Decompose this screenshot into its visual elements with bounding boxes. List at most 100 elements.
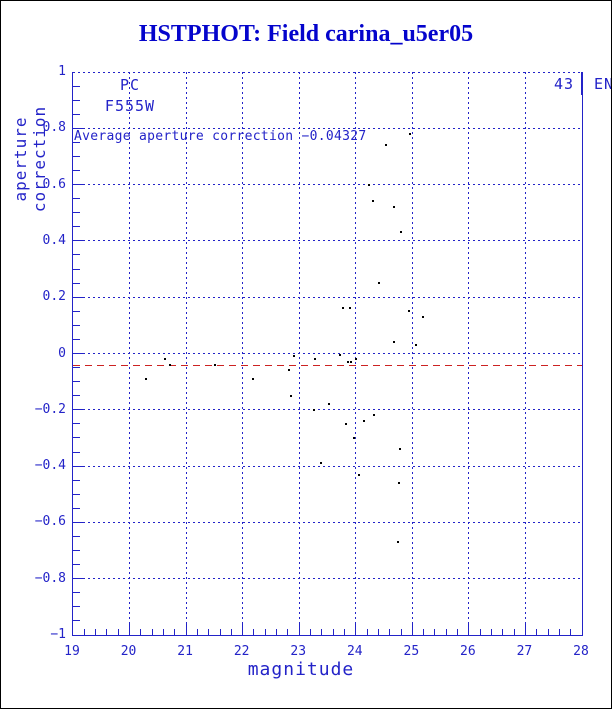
data-point [372,414,375,417]
x-minor-tick [332,629,334,635]
data-point [377,282,380,285]
x-minor-tick [174,629,176,635]
horizontal-gridline [73,353,582,354]
x-minor-tick [536,629,538,635]
x-minor-tick [253,629,255,635]
x-minor-tick [558,629,560,635]
data-point [288,369,291,372]
y-minor-tick [73,254,80,256]
x-minor-tick [162,629,164,635]
y-major-tick [73,127,84,129]
y-minor-tick [73,282,80,284]
y-minor-tick [73,99,80,101]
y-minor-tick [73,564,80,566]
x-tick-label: 25 [403,644,420,659]
y-minor-tick [73,338,80,340]
y-tick-label: −0.4 [34,458,66,474]
x-minor-tick [366,629,368,635]
data-point [392,206,395,209]
page-title: HSTPHOT: Field carina_u5er05 [138,21,474,47]
horizontal-gridline [73,465,582,467]
x-minor-tick [321,629,323,635]
data-point [414,344,417,347]
y-minor-tick [73,381,80,383]
y-major-tick [73,296,84,298]
data-point [312,408,315,411]
x-minor-tick [83,629,85,635]
y-tick-label: −1 [50,627,66,642]
x-major-tick [129,624,131,635]
data-point [350,360,353,363]
data-point [163,358,166,361]
data-point [362,420,365,423]
x-tick-label: 20 [120,644,137,659]
data-point [341,307,344,310]
y-minor-tick [73,592,80,594]
y-minor-tick [73,423,80,425]
x-tick-label: 19 [64,644,80,659]
y-minor-tick [73,155,80,157]
y-minor-tick [73,550,80,552]
data-point [319,462,322,465]
y-minor-tick [73,507,80,509]
y-tick-label: −0.2 [34,401,66,417]
y-major-tick [73,240,84,242]
filter-label: F555W [104,97,156,115]
y-minor-tick [73,620,80,622]
y-major-tick [73,465,84,467]
entries-label: ENTRIES [594,75,611,93]
entries-legend-box: ENTRIES 43 [554,72,611,95]
y-tick-label: −0.6 [34,514,66,530]
data-point [345,422,348,425]
y-major-tick [73,184,84,186]
data-point [328,403,331,406]
data-point [398,448,401,451]
plot-area: ENTRIES 43 PC F555W Average aperture cor… [72,72,611,636]
x-major-tick [468,624,470,635]
x-minor-tick [502,629,504,635]
x-major-tick [242,624,244,635]
data-point [290,394,293,397]
data-point [397,541,400,544]
data-point [338,353,341,356]
y-minor-tick [73,310,80,312]
detector-label: PC [119,76,141,94]
data-point [384,144,387,147]
x-minor-tick [140,629,142,635]
data-point [367,183,370,186]
y-major-tick [73,353,84,354]
average-annotation: Average aperture correction −0.04327 [74,129,367,144]
x-minor-tick [457,629,459,635]
x-tick-label: 26 [460,644,476,659]
x-minor-tick [423,629,425,635]
data-point [392,341,395,344]
data-point [409,132,412,135]
y-minor-tick [73,535,80,537]
x-minor-tick [106,629,108,635]
data-point [353,436,356,439]
y-minor-tick [73,324,80,326]
x-minor-tick [117,629,119,635]
y-major-tick [73,578,84,580]
x-tick-label: 27 [516,644,533,659]
data-point [144,377,147,380]
x-axis-title: magnitude [247,659,355,680]
y-minor-tick [73,451,80,453]
horizontal-gridline [73,240,582,242]
data-point [314,358,317,361]
horizontal-gridline [73,296,582,298]
x-minor-tick [264,629,266,635]
data-point [400,231,403,234]
data-point [422,315,425,318]
x-major-tick [298,624,300,635]
y-minor-tick [73,479,80,481]
y-tick-label: 1 [58,64,66,79]
horizontal-gridline [73,409,582,411]
x-minor-tick [196,629,198,635]
y-minor-tick [73,113,80,115]
y-tick-label: 0.6 [42,176,66,192]
x-minor-tick [377,629,379,635]
x-minor-tick [208,629,210,635]
x-minor-tick [570,629,572,635]
x-major-tick [355,624,357,635]
